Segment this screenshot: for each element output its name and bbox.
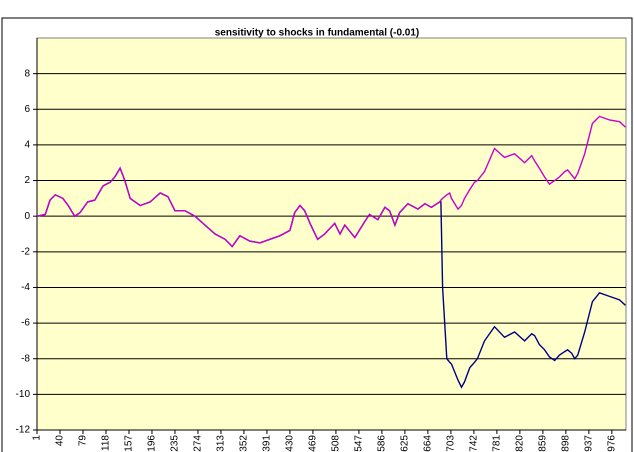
- x-tick-label: 235: [170, 435, 181, 452]
- y-tick-label: -12: [16, 425, 31, 436]
- x-tick-label: 469: [308, 435, 319, 452]
- y-tick-label: -8: [21, 353, 30, 364]
- x-tick-label: 196: [147, 435, 158, 452]
- x-tick-label: 781: [492, 435, 503, 452]
- x-tick-label: 859: [538, 435, 549, 452]
- x-tick-label: 352: [239, 435, 250, 452]
- y-tick-label: -4: [21, 282, 30, 293]
- x-tick-label: 586: [377, 435, 388, 452]
- x-tick-label: 625: [400, 435, 411, 452]
- x-tick-label: 664: [423, 435, 434, 452]
- x-tick-label: 157: [124, 435, 135, 452]
- x-tick-label: 976: [606, 435, 617, 452]
- x-tick-label: 508: [331, 435, 342, 452]
- y-tick-label: 6: [24, 104, 30, 115]
- y-tick-label: 2: [24, 175, 30, 186]
- y-tick-label: -2: [21, 246, 30, 257]
- y-tick-label: -6: [21, 318, 30, 329]
- x-tick-label: 79: [78, 435, 89, 447]
- x-tick-label: 898: [561, 435, 572, 452]
- x-tick-label: 937: [583, 435, 594, 452]
- x-tick-label: 430: [285, 435, 296, 452]
- x-tick-label: 742: [469, 435, 480, 452]
- x-tick-label: 313: [216, 435, 227, 452]
- series-line: [36, 115, 626, 248]
- x-tick-label: 391: [262, 435, 273, 452]
- chart-title: sensitivity to shocks in fundamental (-0…: [215, 28, 420, 39]
- x-tick-label: 1: [32, 435, 43, 441]
- y-tick-label: 8: [24, 68, 30, 79]
- y-tick-label: 4: [24, 140, 30, 151]
- x-tick-label: 274: [193, 435, 204, 452]
- y-tick-label: -10: [16, 389, 31, 400]
- x-tick-label: 820: [515, 435, 526, 452]
- x-tick-label: 118: [101, 435, 112, 451]
- y-tick-label: 0: [24, 211, 30, 222]
- x-tick-label: 703: [446, 435, 457, 452]
- x-tick-label: 547: [354, 435, 365, 452]
- plot-area: [36, 37, 627, 431]
- x-tick-label: 40: [55, 435, 66, 447]
